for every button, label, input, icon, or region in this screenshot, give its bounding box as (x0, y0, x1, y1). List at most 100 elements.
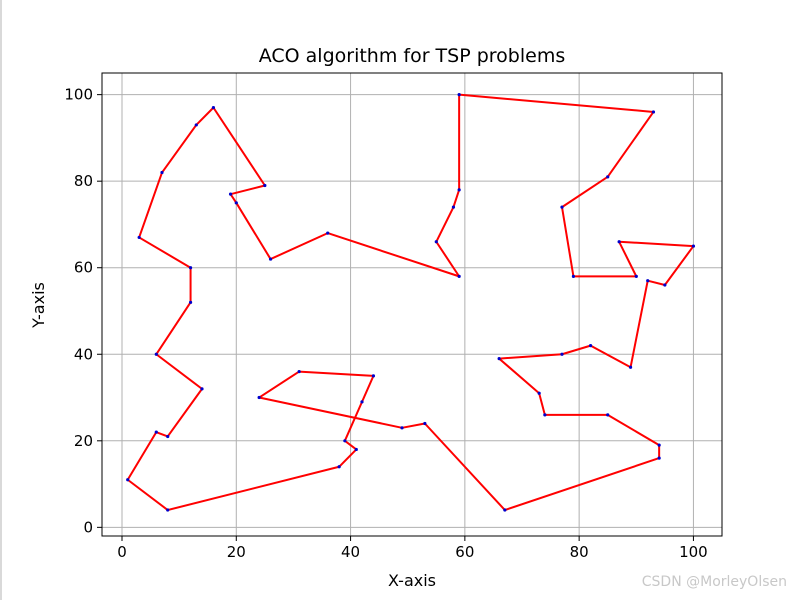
tour-segment (503, 457, 661, 512)
city-point (657, 443, 661, 447)
city-point (606, 175, 610, 179)
city-point (691, 244, 696, 248)
x-axis-label: X-axis (388, 571, 436, 590)
y-tick-label: 100 (64, 86, 93, 104)
tour-segment (338, 448, 358, 468)
tour-segment (138, 236, 192, 269)
city-point (457, 188, 461, 192)
city-point (257, 395, 261, 400)
tour-segment (423, 422, 506, 512)
tour-segment (138, 171, 163, 239)
city-point (268, 257, 273, 261)
city-point (137, 235, 141, 240)
plot-frame (101, 72, 723, 537)
tour-segment (298, 370, 375, 377)
tour-segment (269, 232, 329, 261)
y-axis-label: Y-axis (29, 282, 48, 329)
city-point (457, 93, 461, 97)
x-tick-label: 40 (341, 543, 360, 561)
tour-segment (126, 478, 169, 512)
y-tick-label: 40 (74, 345, 93, 363)
city-point (211, 106, 216, 110)
city-point (663, 283, 667, 287)
tour-segment (155, 353, 203, 390)
city-point (537, 391, 541, 395)
y-tick-label: 0 (83, 518, 93, 536)
city-point (263, 183, 267, 188)
city-point (606, 413, 610, 417)
point-layer (126, 93, 696, 512)
city-point (657, 456, 661, 460)
city-point (560, 205, 564, 209)
x-tick-label: 80 (570, 543, 589, 561)
tour-segment (229, 184, 266, 196)
tour-segment (606, 413, 661, 447)
x-tick-label: 0 (117, 543, 127, 561)
tour-segment (229, 193, 238, 204)
tour-segment (343, 439, 358, 451)
city-point (628, 365, 633, 369)
tour-segment (343, 400, 363, 442)
city-point (154, 430, 158, 434)
tour-segment (498, 353, 563, 360)
tour-segment (435, 240, 461, 278)
x-tick-label: 100 (679, 543, 708, 561)
city-point (337, 465, 341, 469)
city-point (451, 205, 456, 209)
tour-segment (361, 374, 375, 403)
tour-segment (258, 396, 403, 429)
city-point (126, 478, 130, 482)
city-point (354, 447, 358, 452)
city-point (651, 110, 656, 114)
grid-layer (102, 73, 722, 536)
city-point (371, 374, 376, 378)
city-point (400, 426, 404, 430)
y-tick-label: 80 (74, 172, 93, 190)
tour-segment (401, 422, 426, 429)
city-point (434, 240, 438, 244)
tour-segment (498, 357, 541, 395)
city-point (160, 170, 164, 175)
city-point (360, 400, 364, 404)
x-tick-label: 60 (455, 543, 474, 561)
city-point (571, 274, 576, 278)
city-point (457, 274, 461, 278)
tour-segment (618, 240, 695, 248)
tour-segment (155, 301, 192, 356)
city-point (200, 387, 204, 391)
city-point (297, 369, 301, 374)
tour-segment (212, 106, 266, 187)
tour-segment (458, 93, 655, 113)
tour-segment (663, 245, 695, 287)
tour-layer (126, 93, 695, 512)
city-point (646, 279, 650, 283)
tour-segment (606, 110, 655, 178)
city-point (560, 352, 564, 356)
tour-segment (618, 240, 638, 278)
x-tick-layer: 0 20 40 60 80 100 (117, 536, 708, 561)
city-point (543, 413, 547, 417)
tour-segment (161, 123, 198, 174)
tour-segment (258, 370, 301, 399)
tour-segment (326, 232, 461, 278)
window-left-edge (0, 0, 2, 600)
y-tick-label: 60 (74, 259, 93, 277)
tour-segment (561, 206, 575, 278)
city-point (166, 434, 170, 439)
city-point (497, 356, 501, 361)
city-point (617, 240, 621, 244)
tour-segment (435, 206, 455, 243)
tour-segment (561, 344, 592, 356)
city-point (188, 300, 193, 304)
city-point (228, 192, 233, 196)
tour-segment (166, 465, 341, 512)
city-point (154, 352, 158, 356)
city-point (194, 123, 198, 127)
city-point (343, 439, 347, 443)
y-tick-label: 20 (74, 432, 93, 450)
city-point (634, 274, 638, 278)
city-point (423, 421, 427, 426)
tour-segment (646, 279, 666, 287)
tour-segment (235, 201, 272, 261)
